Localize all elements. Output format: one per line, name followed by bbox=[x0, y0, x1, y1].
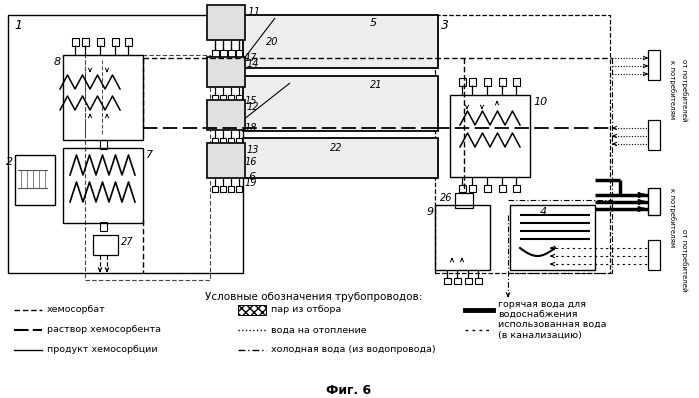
Bar bbox=[236, 95, 242, 101]
Bar bbox=[220, 138, 226, 144]
Bar bbox=[512, 78, 519, 86]
Text: Условные обозначения трубопроводов:: Условные обозначения трубопроводов: bbox=[205, 292, 422, 302]
Text: пар из отбора: пар из отбора bbox=[271, 306, 341, 314]
Text: 1: 1 bbox=[14, 19, 22, 32]
Bar bbox=[63, 55, 143, 140]
Text: 16: 16 bbox=[245, 157, 257, 167]
Bar bbox=[236, 138, 242, 144]
Bar bbox=[465, 278, 472, 284]
Bar bbox=[484, 185, 491, 192]
Bar bbox=[468, 185, 475, 192]
Bar bbox=[243, 15, 438, 68]
Bar bbox=[435, 205, 490, 270]
Text: 9: 9 bbox=[427, 207, 434, 217]
Bar bbox=[243, 76, 438, 131]
Text: вода на отопление: вода на отопление bbox=[271, 326, 366, 334]
Text: 13: 13 bbox=[247, 145, 259, 155]
Bar bbox=[207, 143, 245, 178]
Bar bbox=[228, 186, 234, 192]
Text: 18: 18 bbox=[245, 123, 257, 133]
Text: 7: 7 bbox=[146, 150, 153, 160]
Bar bbox=[236, 186, 242, 192]
Bar bbox=[498, 78, 505, 86]
Text: 17: 17 bbox=[245, 53, 257, 63]
Bar bbox=[648, 240, 660, 270]
Bar bbox=[484, 78, 491, 86]
Bar bbox=[648, 188, 660, 215]
Text: продукт хемосорбции: продукт хемосорбции bbox=[47, 345, 158, 355]
Bar bbox=[15, 155, 55, 205]
Text: от потребителей: от потребителей bbox=[681, 229, 687, 291]
Text: 22: 22 bbox=[330, 143, 343, 153]
Text: 3: 3 bbox=[441, 19, 449, 32]
Bar bbox=[220, 186, 226, 192]
Bar bbox=[212, 138, 218, 144]
Bar bbox=[212, 50, 219, 57]
Bar bbox=[93, 235, 118, 255]
Bar bbox=[459, 78, 466, 86]
Bar bbox=[85, 55, 210, 280]
Text: холодная вода (из водопровода): холодная вода (из водопровода) bbox=[271, 345, 435, 355]
Bar bbox=[212, 95, 218, 101]
Bar bbox=[454, 278, 461, 284]
Bar bbox=[8, 15, 243, 273]
Text: 4: 4 bbox=[540, 207, 547, 217]
Bar bbox=[228, 138, 234, 144]
Bar bbox=[648, 50, 660, 80]
Text: Фиг. 6: Фиг. 6 bbox=[326, 384, 372, 396]
Bar bbox=[207, 57, 245, 87]
Text: 12: 12 bbox=[247, 102, 259, 112]
Text: от потребителей: от потребителей bbox=[681, 59, 687, 121]
Bar bbox=[236, 50, 243, 57]
Bar bbox=[468, 78, 475, 86]
Bar bbox=[124, 38, 131, 46]
Bar bbox=[510, 205, 595, 270]
Bar bbox=[227, 50, 234, 57]
Bar bbox=[71, 38, 78, 46]
Bar bbox=[512, 185, 519, 192]
Text: 26: 26 bbox=[440, 193, 452, 203]
Bar bbox=[648, 120, 660, 150]
Bar bbox=[455, 193, 473, 208]
Bar bbox=[99, 140, 106, 149]
Text: 27: 27 bbox=[121, 237, 134, 247]
Bar bbox=[238, 305, 266, 315]
Text: 20: 20 bbox=[266, 37, 278, 47]
Bar bbox=[82, 38, 89, 46]
Bar bbox=[63, 148, 143, 223]
Bar bbox=[450, 95, 530, 177]
Bar bbox=[212, 186, 218, 192]
Bar bbox=[207, 5, 245, 40]
Text: раствор хемосорбента: раствор хемосорбента bbox=[47, 326, 161, 334]
Bar bbox=[220, 95, 226, 101]
Text: к потребителям: к потребителям bbox=[668, 188, 675, 248]
Bar bbox=[96, 38, 103, 46]
Bar bbox=[228, 95, 234, 101]
Text: 8: 8 bbox=[54, 57, 61, 67]
Text: 11: 11 bbox=[247, 7, 260, 17]
Text: 5: 5 bbox=[370, 18, 377, 28]
Bar bbox=[207, 100, 245, 130]
Text: 10: 10 bbox=[533, 97, 547, 107]
Text: 2: 2 bbox=[6, 157, 13, 167]
Text: использованная вода
(в канализацию): использованная вода (в канализацию) bbox=[498, 320, 607, 340]
Bar bbox=[219, 50, 226, 57]
Bar bbox=[243, 138, 438, 178]
Bar bbox=[112, 38, 119, 46]
Bar bbox=[459, 185, 466, 192]
Text: хемосорбат: хемосорбат bbox=[47, 306, 106, 314]
Bar bbox=[443, 278, 450, 284]
Text: 14: 14 bbox=[247, 59, 259, 69]
Text: 21: 21 bbox=[370, 80, 382, 90]
Text: 19: 19 bbox=[245, 178, 257, 188]
Bar bbox=[498, 185, 505, 192]
Text: 15: 15 bbox=[245, 96, 257, 106]
Bar bbox=[99, 222, 106, 231]
Bar bbox=[435, 15, 610, 273]
Text: горячая вода для
водоснабжения: горячая вода для водоснабжения bbox=[498, 300, 586, 320]
Bar bbox=[475, 278, 482, 284]
Text: 6: 6 bbox=[248, 172, 255, 182]
Text: к потребителям: к потребителям bbox=[668, 60, 675, 119]
